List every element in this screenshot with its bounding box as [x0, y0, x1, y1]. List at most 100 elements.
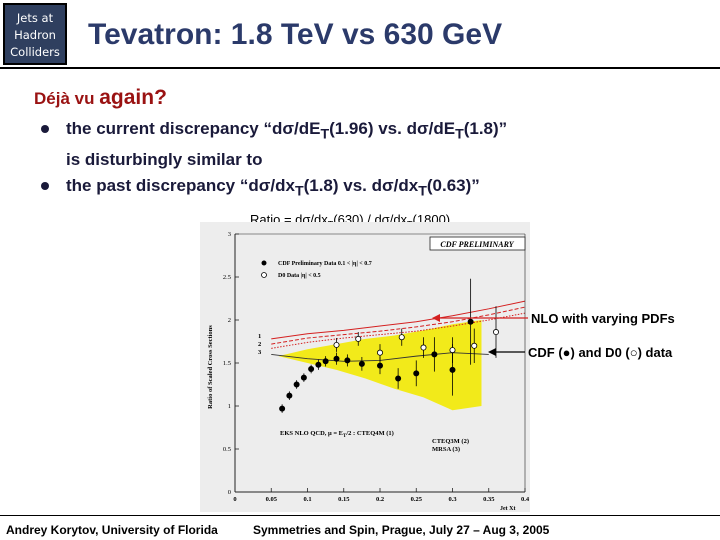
slide-title: Tevatron: 1.8 TeV vs 630 GeV	[88, 18, 503, 51]
plot-xlabel: Jet Xt	[500, 506, 516, 512]
d0-data-point	[471, 342, 478, 349]
d0-data-point	[355, 335, 362, 342]
bullet-dot-icon	[41, 125, 49, 133]
x-tick-label: 0.25	[411, 496, 423, 503]
title-divider	[0, 67, 720, 69]
subscript: T	[418, 183, 427, 200]
d0-data-point	[398, 334, 405, 341]
cdf-data-point	[300, 374, 307, 381]
cdf-data-point	[376, 362, 383, 369]
bullet-text: /dE	[293, 119, 321, 138]
bullet-item-2: the past discrepancy “dσ/dxT(1.8) vs. dσ…	[38, 173, 698, 204]
subscript: T	[320, 126, 330, 143]
theory-curve	[271, 306, 526, 345]
footer-author: Andrey Korytov, University of Florida	[6, 523, 218, 537]
subheading-word: again?	[99, 86, 167, 109]
callout-nlo: NLO with varying PDFs	[531, 311, 675, 326]
logo-badge: Jets at Hadron Colliders	[3, 3, 67, 65]
ratio-plot: 0 0.5 1 1.5 2 2.5 3 0 0.05 0.1 0.15 0.2 0.25 0.3 0.35 0…	[200, 222, 530, 512]
cdf-data-point	[344, 357, 351, 364]
y-tick-label: 2.5	[223, 274, 231, 281]
x-tick-label: 0.3	[448, 496, 457, 503]
plot-banner-box	[429, 236, 526, 251]
sigma-symbol: σ	[282, 119, 294, 138]
x-tick-label: 0.1	[303, 496, 311, 503]
badge-line-3: Colliders	[10, 45, 60, 59]
callout-data: CDF (●) and D0 (○) data	[528, 345, 673, 360]
cdf-data-point	[293, 381, 300, 388]
y-tick-label: 0.5	[223, 446, 231, 453]
data-arrowhead-icon	[488, 348, 496, 356]
sigma-symbol: σ	[258, 176, 271, 196]
theory-curve	[271, 300, 526, 340]
bullet-text: /dE	[428, 119, 456, 138]
subscript: T	[294, 183, 304, 200]
cdf-data-point	[467, 318, 474, 325]
cdf-data-point	[308, 366, 315, 373]
d0-data-point	[420, 344, 427, 351]
y-tick-label: 0	[228, 489, 231, 496]
sigma-symbol: σ	[382, 176, 394, 196]
plot-banner: CDF PRELIMINARY	[440, 240, 514, 249]
x-tick-label: 0.05	[266, 496, 278, 503]
x-tick-label: 0.15	[338, 496, 350, 503]
y-tick-label: 2	[228, 317, 231, 324]
x-tick-label: 0	[233, 496, 236, 503]
d0-data-point	[333, 341, 340, 348]
bullet-text: the current discrepancy “d	[66, 119, 283, 138]
cdf-data-point	[333, 355, 340, 362]
d0-data-point	[492, 329, 499, 336]
x-tick-label: 0.35	[483, 496, 495, 503]
nlo-arrowhead-icon	[432, 314, 440, 322]
sigma-symbol: σ	[416, 119, 429, 138]
bullet-text: (1.96) vs. d	[329, 119, 417, 138]
subheading: Déjà vu again?	[34, 86, 167, 110]
bullet-text: (1.8)”	[463, 119, 508, 138]
bullet-continuation: is disturbingly similar to	[66, 150, 263, 170]
bullet-dot-icon	[41, 182, 49, 191]
legend-d0-marker	[261, 272, 267, 278]
cdf-data-point	[413, 370, 420, 377]
cdf-data-point	[286, 392, 293, 399]
curve-label-1: 1	[258, 333, 261, 340]
bullet-text: /dx	[393, 176, 419, 196]
subscript: T	[455, 126, 464, 143]
curve-label-3: 3	[258, 349, 262, 356]
legend-d0: D0 Data |η| < 0.5	[278, 273, 321, 279]
cdf-data-point	[279, 405, 286, 412]
bullet-item-1: the current discrepancy “dσ/dET(1.96) vs…	[38, 116, 698, 173]
plot-svg: 0 0.5 1 1.5 2 2.5 3 0 0.05 0.1 0.15 0.2 0.25 0.3 0.35 0…	[200, 222, 530, 512]
bullet-text: the past discrepancy “d	[66, 176, 259, 196]
x-tick-label: 0.4	[521, 496, 530, 503]
y-tick-label: 1	[228, 403, 231, 410]
badge-line-2: Hadron	[14, 28, 56, 42]
cdf-data-point	[395, 375, 402, 382]
footer-event: Symmetries and Spin, Prague, July 27 – A…	[253, 523, 550, 537]
theory-label-3: MRSA (3)	[432, 446, 460, 453]
theory-label-2: CTEQ3M (2)	[432, 438, 469, 445]
badge-line-1: Jets at	[16, 11, 54, 25]
d0-data-point	[376, 349, 383, 356]
y-tick-label: 3	[228, 231, 231, 238]
cdf-data-point	[322, 358, 329, 365]
legend-cdf-marker	[261, 260, 267, 266]
cdf-data-point	[431, 351, 438, 358]
bullet-text: /dx	[270, 176, 295, 196]
plot-ylabel: Ratio of Scaled Cross Sections	[207, 325, 214, 409]
d0-data-point	[449, 347, 456, 354]
cdf-data-point	[315, 361, 322, 368]
theory-label-1: EKS NLO QCD, μ = ET/2 : CTEQ4M (1)	[280, 430, 394, 439]
cdf-data-point	[358, 360, 365, 367]
bullet-text: (1.8) vs. d	[303, 176, 383, 196]
legend-cdf: CDF Preliminary Data 0.1 < |η| < 0.7	[278, 261, 372, 267]
subheading-prefix: Déjà vu	[34, 89, 95, 108]
bullet-text: (0.63)”	[426, 176, 480, 196]
bullet-list: the current discrepancy “dσ/dET(1.96) vs…	[38, 116, 698, 205]
curve-label-2: 2	[258, 341, 261, 348]
y-tick-label: 1.5	[223, 360, 231, 367]
x-tick-label: 0.2	[376, 496, 384, 503]
theory-curve	[271, 312, 526, 349]
footer-divider	[0, 515, 720, 516]
cdf-data-point	[449, 366, 456, 373]
